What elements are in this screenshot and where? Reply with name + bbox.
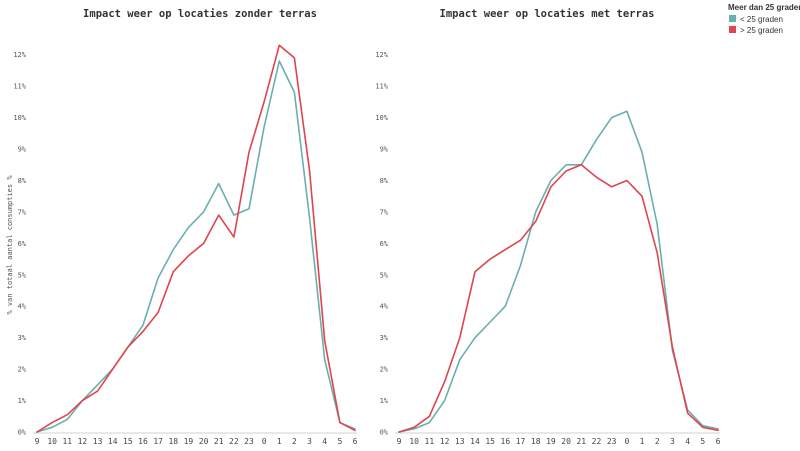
y-tick-label: 12%	[13, 51, 26, 59]
legend-label-above-25: > 25 graden	[740, 26, 783, 35]
x-tick-label: 17	[153, 437, 163, 446]
y-tick-label: 3%	[380, 334, 389, 342]
x-tick-label: 4	[685, 437, 690, 446]
series-line-below-25	[36, 60, 356, 433]
x-tick-label: 11	[425, 437, 435, 446]
y-tick-label: 5%	[380, 271, 389, 279]
left-chart-panel: 0%1%2%3%4%5%6%7%8%9%10%11%12%9 10 11 12 13 14…	[13, 44, 358, 446]
x-tick-label: 15	[123, 437, 133, 446]
y-tick-label: 12%	[375, 51, 388, 59]
x-tick-label: 18	[531, 437, 541, 446]
y-tick-label: 1%	[18, 397, 27, 405]
x-tick-label: 3	[670, 437, 675, 446]
series-line-below-25	[398, 110, 719, 433]
x-tick-label: 0	[262, 437, 267, 446]
y-tick-label: 2%	[18, 366, 27, 374]
x-tick-label: 18	[168, 437, 178, 446]
x-tick-label: 2	[655, 437, 660, 446]
y-tick-label: 8%	[18, 177, 27, 185]
y-axis-label: % van totaal aantal consumpties %	[6, 175, 14, 315]
x-tick-label: 14	[470, 437, 480, 446]
y-tick-label: 11%	[13, 83, 26, 91]
x-tick-label: 2	[292, 437, 297, 446]
x-tick-label: 19	[546, 437, 556, 446]
x-tick-label: 17	[516, 437, 526, 446]
x-tick-label: 1	[640, 437, 645, 446]
y-tick-label: 0%	[18, 429, 27, 437]
x-tick-label: 12	[440, 437, 450, 446]
series-line-above-25	[398, 164, 719, 433]
y-tick-label: 6%	[18, 240, 27, 248]
y-tick-label: 8%	[380, 177, 389, 185]
x-tick-label: 20	[199, 437, 209, 446]
x-tick-label: 3	[307, 437, 312, 446]
x-tick-label: 9	[35, 437, 40, 446]
y-tick-label: 7%	[18, 208, 27, 216]
right-chart-panel: 0%1%2%3%4%5%6%7%8%9%10%11%12%9 10 11 12 13 14…	[375, 51, 720, 446]
y-tick-label: 6%	[380, 240, 389, 248]
y-tick-label: 10%	[13, 114, 26, 122]
x-tick-label: 20	[561, 437, 571, 446]
legend-swatch-above-25	[729, 26, 736, 33]
legend-title: Meer dan 25 graden	[728, 3, 800, 12]
left-chart-title: Impact weer op locaties zonder terras	[83, 8, 317, 20]
y-tick-label: 7%	[380, 208, 389, 216]
x-tick-label: 23	[244, 437, 254, 446]
legend: Meer dan 25 graden < 25 graden > 25 grad…	[728, 3, 800, 35]
x-tick-label: 15	[485, 437, 495, 446]
y-tick-label: 2%	[380, 366, 389, 374]
x-tick-label: 0	[624, 437, 629, 446]
x-tick-label: 21	[214, 437, 224, 446]
y-tick-label: 4%	[380, 303, 389, 311]
right-chart-title: Impact weer op locaties met terras	[440, 8, 655, 20]
y-tick-label: 10%	[375, 114, 388, 122]
x-tick-label: 19	[184, 437, 194, 446]
series-line-above-25	[36, 44, 356, 433]
x-tick-label: 6	[353, 437, 358, 446]
y-tick-label: 0%	[380, 429, 389, 437]
x-tick-label: 10	[47, 437, 57, 446]
x-tick-label: 1	[277, 437, 282, 446]
x-tick-label: 22	[229, 437, 239, 446]
legend-label-below-25: < 25 graden	[740, 15, 783, 24]
y-tick-label: 11%	[375, 83, 388, 91]
legend-swatch-below-25	[729, 15, 736, 22]
x-tick-label: 10	[409, 437, 419, 446]
y-tick-label: 9%	[380, 146, 389, 154]
x-tick-label: 13	[455, 437, 465, 446]
y-tick-label: 3%	[18, 334, 27, 342]
y-tick-label: 1%	[380, 397, 389, 405]
x-tick-label: 13	[93, 437, 103, 446]
x-tick-label: 14	[108, 437, 118, 446]
x-tick-label: 11	[62, 437, 72, 446]
y-tick-label: 4%	[18, 303, 27, 311]
x-tick-label: 6	[716, 437, 721, 446]
x-tick-label: 9	[397, 437, 402, 446]
x-tick-label: 4	[322, 437, 327, 446]
x-tick-label: 22	[592, 437, 602, 446]
x-tick-label: 5	[337, 437, 342, 446]
x-tick-label: 12	[78, 437, 88, 446]
x-tick-label: 5	[700, 437, 705, 446]
x-tick-label: 21	[576, 437, 586, 446]
x-tick-label: 23	[607, 437, 617, 446]
x-tick-label: 16	[138, 437, 148, 446]
y-tick-label: 5%	[18, 271, 27, 279]
y-tick-label: 9%	[18, 146, 27, 154]
x-tick-label: 16	[501, 437, 511, 446]
